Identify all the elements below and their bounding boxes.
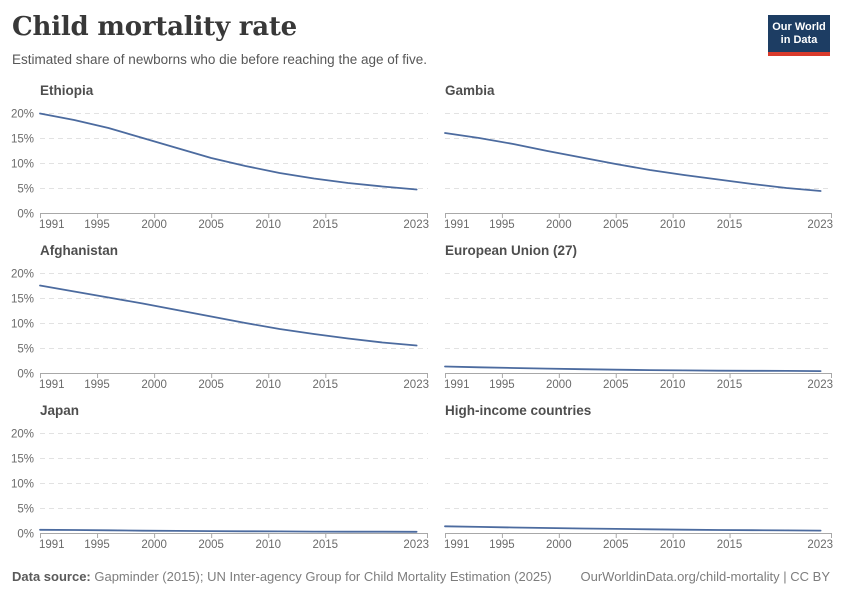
line-chart-gambia: 1991 1995 2000 2005 2010 2015 2023: [444, 113, 833, 231]
chart-title-high-income: High-income countries: [445, 403, 592, 418]
svg-text:2010: 2010: [660, 219, 686, 231]
svg-text:1991: 1991: [39, 539, 65, 551]
data-source-note: Data source: Gapminder (2015); UN Inter-…: [12, 569, 552, 584]
page-title: Child mortality rate: [12, 12, 298, 42]
owid-logo: Our World in Data: [768, 15, 830, 56]
svg-text:1991: 1991: [39, 219, 65, 231]
svg-text:2000: 2000: [141, 219, 167, 231]
chart-panel-high-income: High-income countries 1991 1995 2000 2005 20…: [434, 400, 850, 560]
svg-text:2015: 2015: [312, 219, 338, 231]
svg-text:1995: 1995: [489, 219, 515, 231]
svg-text:10%: 10%: [11, 159, 34, 171]
svg-text:2005: 2005: [198, 219, 224, 231]
svg-text:1991: 1991: [444, 539, 470, 551]
line-chart-high-income: 1991 1995 2000 2005 2010 2015 2023: [444, 433, 833, 551]
chart-subtitle: Estimated share of newborns who die befo…: [12, 52, 427, 67]
chart-panel-gambia: Gambia 1991 1995 2000 2005 2010 2015 2023: [434, 80, 850, 240]
svg-text:0%: 0%: [17, 529, 34, 541]
chart-footer: Data source: Gapminder (2015); UN Inter-…: [12, 569, 830, 584]
svg-text:2000: 2000: [546, 219, 572, 231]
svg-text:2023: 2023: [403, 219, 429, 231]
chart-title-afghanistan: Afghanistan: [40, 243, 119, 258]
svg-text:1995: 1995: [84, 379, 110, 391]
svg-text:1991: 1991: [444, 219, 470, 231]
chart-title-japan: Japan: [40, 403, 80, 418]
svg-text:2000: 2000: [546, 379, 572, 391]
svg-text:20%: 20%: [11, 429, 34, 441]
line-chart-japan: 0% 5% 10% 15% 20% 1991 1995 2000 2005 2010 2015 202…: [11, 429, 429, 552]
chart-panel-european-union: European Union (27) 1991 1995 2000 2005 2010…: [434, 240, 850, 400]
svg-text:2010: 2010: [660, 379, 686, 391]
svg-text:2015: 2015: [312, 539, 338, 551]
svg-text:2023: 2023: [807, 379, 833, 391]
svg-text:5%: 5%: [17, 504, 34, 516]
svg-text:15%: 15%: [11, 134, 34, 146]
attribution: OurWorldinData.org/child-mortality | CC …: [580, 569, 831, 584]
data-source-text: Gapminder (2015); UN Inter-agency Group …: [90, 569, 552, 584]
svg-text:2010: 2010: [255, 379, 281, 391]
svg-text:2015: 2015: [717, 539, 743, 551]
line-chart-ethiopia: 0% 5% 10% 15% 20% 1991 1995 2000 2005 2010 2015 202…: [11, 109, 429, 232]
svg-text:15%: 15%: [11, 294, 34, 306]
svg-text:2023: 2023: [807, 539, 833, 551]
svg-text:0%: 0%: [17, 369, 34, 381]
svg-text:10%: 10%: [11, 319, 34, 331]
svg-text:1991: 1991: [444, 379, 470, 391]
chart-title-gambia: Gambia: [445, 83, 495, 98]
svg-text:5%: 5%: [17, 184, 34, 196]
chart-panel-japan: Japan 0% 5% 10% 15% 20% 1991 1995 2000 2005 2010 2…: [0, 400, 434, 560]
svg-text:1991: 1991: [39, 379, 65, 391]
svg-text:1995: 1995: [489, 379, 515, 391]
data-source-label: Data source:: [12, 569, 91, 584]
svg-text:2015: 2015: [312, 379, 338, 391]
svg-text:1995: 1995: [84, 539, 110, 551]
svg-text:20%: 20%: [11, 109, 34, 121]
svg-text:5%: 5%: [17, 344, 34, 356]
chart-title-european-union: European Union (27): [445, 243, 578, 258]
svg-text:2005: 2005: [198, 379, 224, 391]
svg-text:2015: 2015: [717, 219, 743, 231]
svg-text:2005: 2005: [603, 379, 629, 391]
svg-text:2005: 2005: [198, 539, 224, 551]
svg-text:2023: 2023: [807, 219, 833, 231]
chart-title-ethiopia: Ethiopia: [40, 83, 94, 98]
svg-text:20%: 20%: [11, 269, 34, 281]
line-chart-afghanistan: 0% 5% 10% 15% 20% 1991 1995 2000 2005 2010 2015 202…: [11, 269, 429, 392]
chart-panel-ethiopia: Ethiopia 0% 5% 10% 15% 20% 1991 1995 2000 2005 20…: [0, 80, 434, 240]
chart-panel-afghanistan: Afghanistan 0% 5% 10% 15% 20% 1991 1995 2000 200…: [0, 240, 434, 400]
svg-text:2015: 2015: [717, 379, 743, 391]
svg-text:0%: 0%: [17, 209, 34, 221]
svg-text:10%: 10%: [11, 479, 34, 491]
svg-text:2000: 2000: [546, 539, 572, 551]
svg-text:2010: 2010: [255, 219, 281, 231]
svg-text:2005: 2005: [603, 539, 629, 551]
line-chart-european-union: 1991 1995 2000 2005 2010 2015 2023: [444, 273, 833, 391]
svg-text:2023: 2023: [403, 539, 429, 551]
svg-text:15%: 15%: [11, 454, 34, 466]
svg-text:2010: 2010: [660, 539, 686, 551]
svg-text:2005: 2005: [603, 219, 629, 231]
logo-line2: in Data: [780, 34, 818, 46]
svg-text:1995: 1995: [84, 219, 110, 231]
svg-text:2000: 2000: [141, 379, 167, 391]
svg-text:2000: 2000: [141, 539, 167, 551]
logo-line1: Our World: [772, 21, 826, 33]
svg-text:1995: 1995: [489, 539, 515, 551]
svg-text:2023: 2023: [403, 379, 429, 391]
svg-text:2010: 2010: [255, 539, 281, 551]
